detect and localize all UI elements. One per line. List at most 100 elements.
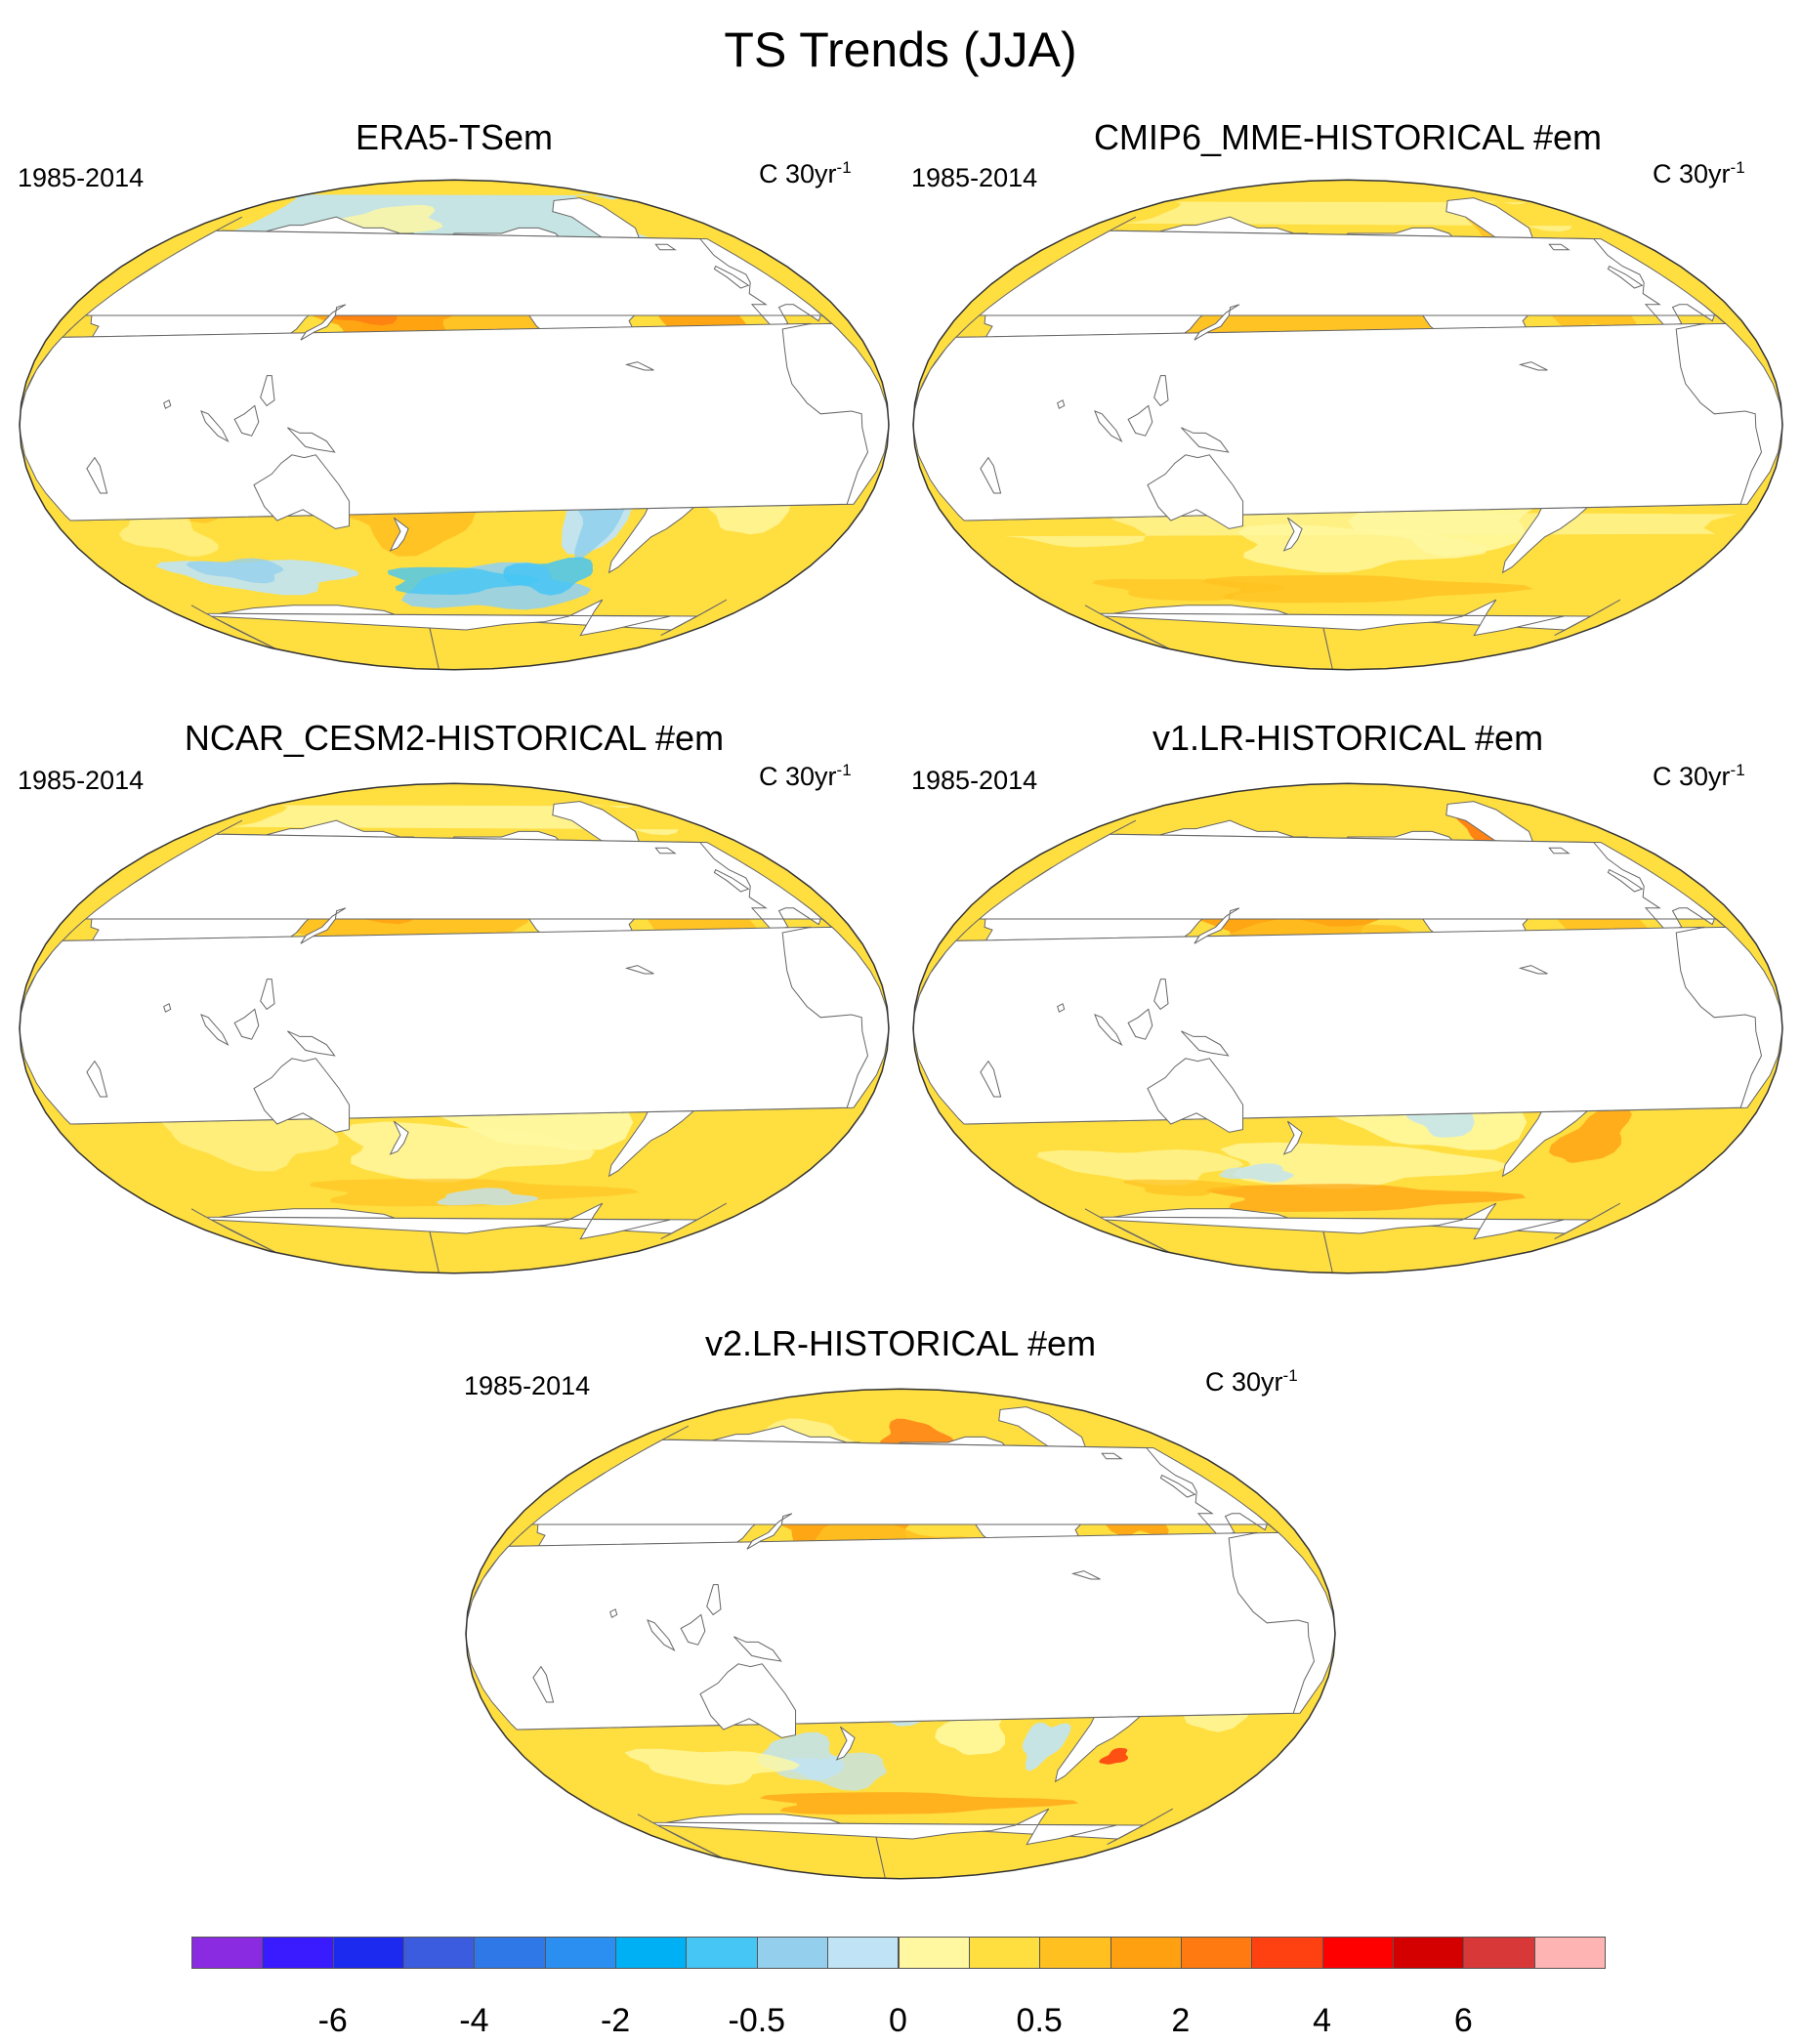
land-mass bbox=[1607, 265, 1644, 289]
colorbar-box bbox=[544, 1937, 617, 1969]
trend-region bbox=[1036, 1149, 1244, 1186]
map-border bbox=[19, 179, 890, 671]
panel-units: C 30yr-1 bbox=[759, 761, 852, 791]
panel-cmip6: CMIP6_MME-HISTORICAL #em 1985-2014 C 30y… bbox=[908, 112, 1787, 708]
trend-region bbox=[186, 558, 284, 584]
land-mass bbox=[1153, 375, 1169, 407]
land-mass bbox=[1127, 404, 1153, 437]
colorbar-tick-label: -4 bbox=[459, 2002, 489, 2039]
land-mass bbox=[1194, 907, 1240, 944]
map-border bbox=[465, 1388, 1336, 1880]
land-mass bbox=[389, 517, 409, 552]
land-mass bbox=[1159, 1474, 1196, 1498]
panel-units: C 30yr-1 bbox=[1653, 761, 1745, 791]
land-mass bbox=[980, 456, 1002, 494]
map-v1lr bbox=[912, 782, 1783, 1274]
figure-title: TS Trends (JJA) bbox=[724, 22, 1077, 77]
land-mass bbox=[1548, 847, 1571, 855]
land-mass bbox=[637, 1808, 1117, 1879]
land-mass bbox=[1518, 361, 1548, 371]
land-mass bbox=[1084, 599, 1565, 670]
land-mass bbox=[1181, 1030, 1230, 1057]
land-mass bbox=[253, 454, 351, 529]
colorbar-box bbox=[968, 1937, 1041, 1969]
colorbar-tick-label: 0 bbox=[889, 2002, 907, 2039]
land-mass bbox=[699, 1663, 797, 1738]
map-v2lr bbox=[465, 1388, 1336, 1880]
land-mass bbox=[609, 1608, 618, 1618]
land-mass bbox=[287, 1030, 336, 1057]
land-mass bbox=[835, 1726, 856, 1761]
land-mass bbox=[190, 599, 671, 670]
land-mass bbox=[1282, 517, 1303, 552]
colorbar bbox=[191, 1937, 1606, 1971]
colorbar-tick-label: 2 bbox=[1171, 2002, 1191, 2039]
land-mass bbox=[913, 926, 1763, 1125]
trend-region bbox=[1091, 578, 1284, 602]
trend-region bbox=[1123, 1179, 1242, 1196]
panel-title: NCAR_CESM2-HISTORICAL #em bbox=[184, 718, 725, 758]
land-mass bbox=[1181, 427, 1230, 453]
land-mass bbox=[200, 1014, 230, 1046]
colorbar-box bbox=[191, 1937, 264, 1969]
panel-period: 1985-2014 bbox=[911, 163, 1038, 192]
colorbar-tick-label: 6 bbox=[1453, 2002, 1473, 2039]
trend-region bbox=[158, 1108, 339, 1172]
colorbar-box bbox=[403, 1937, 476, 1969]
panel-cesm2: NCAR_CESM2-HISTORICAL #em 1985-2014 C 30… bbox=[15, 718, 894, 1314]
trend-region bbox=[1548, 1107, 1632, 1163]
colorbar-box bbox=[1321, 1937, 1394, 1969]
land-mass bbox=[1057, 399, 1066, 409]
land-mass bbox=[624, 965, 654, 975]
trend-region bbox=[624, 1748, 801, 1785]
trend-region bbox=[503, 557, 593, 596]
map-cesm2 bbox=[19, 782, 890, 1274]
colorbar-box bbox=[1110, 1937, 1182, 1969]
land-mass bbox=[1070, 1570, 1101, 1580]
land-mass bbox=[654, 847, 677, 855]
colorbar-tick-label: -6 bbox=[317, 2002, 348, 2039]
colorbar-tick-label: -2 bbox=[600, 2002, 631, 2039]
land-mass bbox=[647, 1619, 676, 1651]
land-mass bbox=[86, 456, 108, 494]
land-mass bbox=[20, 322, 869, 521]
land-mass bbox=[1194, 304, 1240, 341]
map-era5 bbox=[19, 179, 890, 671]
panel-units: C 30yr-1 bbox=[1205, 1366, 1298, 1397]
land-mass bbox=[190, 1202, 671, 1273]
land-mass bbox=[1153, 979, 1169, 1011]
trend-region bbox=[775, 1752, 887, 1791]
colorbar-box bbox=[686, 1937, 758, 1969]
trend-region bbox=[1236, 523, 1489, 573]
land-mass bbox=[1094, 410, 1123, 442]
land-mass bbox=[1518, 965, 1548, 975]
colorbar-box bbox=[1463, 1937, 1535, 1969]
land-mass bbox=[1147, 1058, 1244, 1133]
land-mass bbox=[260, 375, 275, 407]
colorbar-box bbox=[615, 1937, 688, 1969]
colorbar-tick-label: -0.5 bbox=[728, 2002, 786, 2039]
colorbar-tick-label: 4 bbox=[1313, 2002, 1332, 2039]
map-field bbox=[913, 783, 1782, 1273]
trend-region bbox=[1022, 1722, 1071, 1772]
land-mass bbox=[1057, 1003, 1066, 1013]
land-mass bbox=[253, 1058, 351, 1133]
map-field bbox=[20, 783, 889, 1273]
panel-title: CMIP6_MME-HISTORICAL #em bbox=[1093, 117, 1603, 157]
map-border bbox=[19, 782, 890, 1274]
land-mass bbox=[624, 361, 654, 371]
map-field bbox=[20, 180, 889, 670]
land-mass bbox=[713, 265, 750, 289]
land-mass bbox=[300, 304, 347, 341]
land-mass bbox=[680, 1613, 706, 1646]
colorbar-box bbox=[1251, 1937, 1323, 1969]
land-mass bbox=[233, 404, 260, 437]
trend-region bbox=[1220, 1142, 1510, 1189]
map-field bbox=[466, 1389, 1335, 1879]
colorbar-box bbox=[898, 1937, 970, 1969]
panel-title: v1.LR-HISTORICAL #em bbox=[1152, 718, 1544, 758]
trend-region bbox=[387, 566, 541, 595]
map-cmip6 bbox=[912, 179, 1783, 671]
panel-units: C 30yr-1 bbox=[759, 158, 852, 188]
land-mass bbox=[733, 1636, 782, 1662]
